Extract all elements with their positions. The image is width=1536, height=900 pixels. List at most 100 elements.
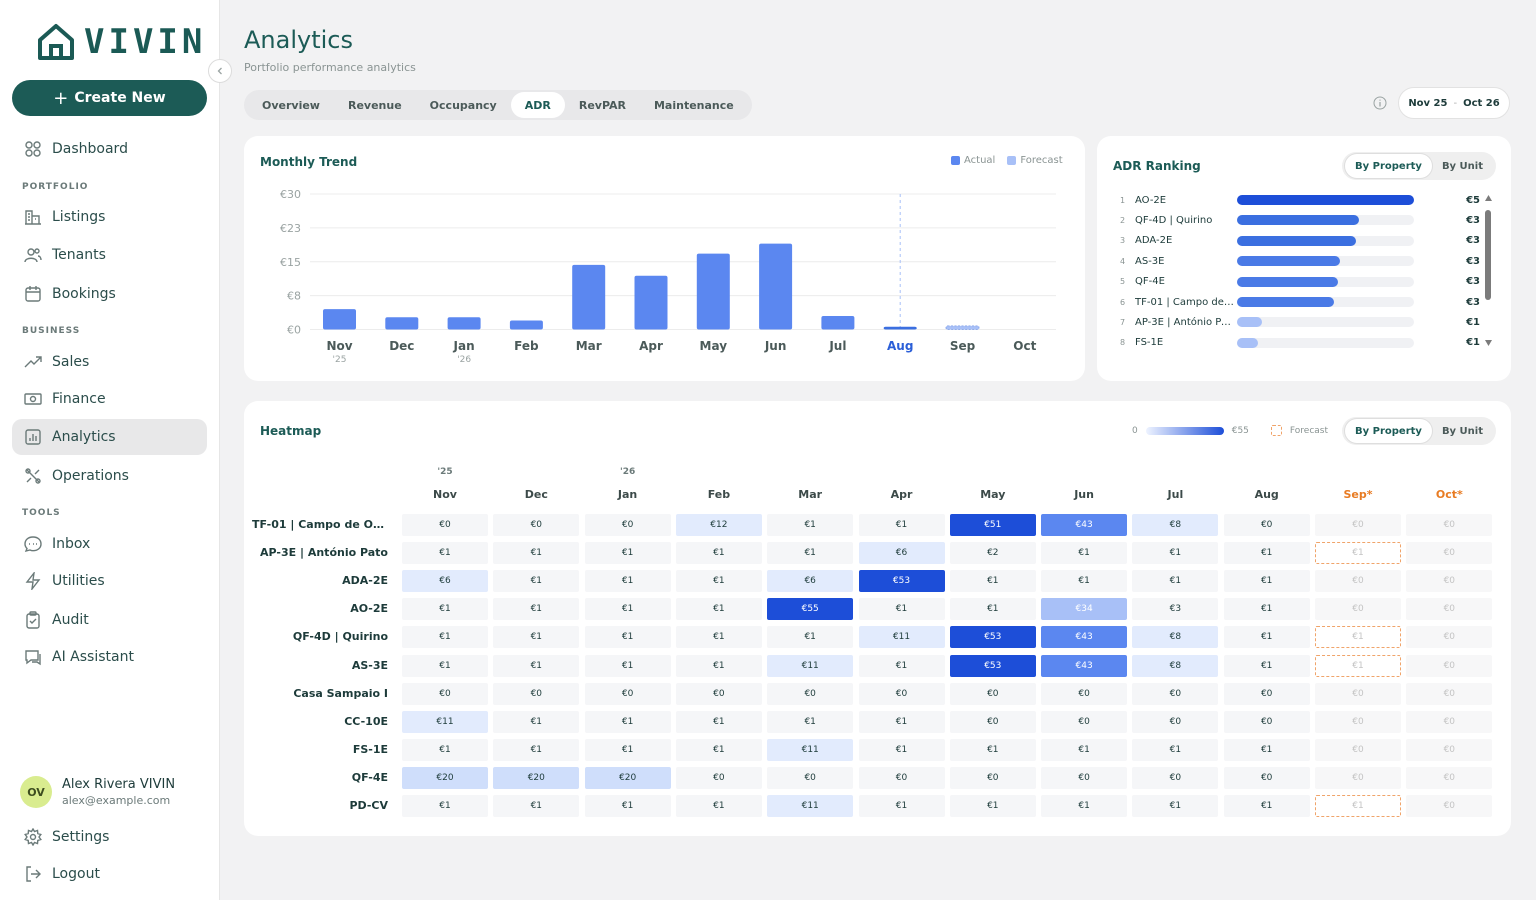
ranking-scrollbar[interactable] bbox=[1485, 210, 1491, 300]
heatmap-cell[interactable]: €0 bbox=[767, 766, 854, 789]
heatmap-cell[interactable]: €8 bbox=[1132, 654, 1219, 677]
heatmap-by-unit-button[interactable]: By Unit bbox=[1441, 425, 1484, 437]
heatmap-cell[interactable]: €1 bbox=[584, 710, 671, 733]
heatmap-cell[interactable]: €6 bbox=[858, 542, 945, 565]
sidebar-item-finance[interactable]: Finance bbox=[12, 381, 207, 417]
logo[interactable]: VIVIN bbox=[36, 22, 206, 62]
heatmap-cell[interactable]: €0 bbox=[1041, 682, 1128, 705]
heatmap-cell[interactable]: €11 bbox=[858, 626, 945, 649]
heatmap-cell[interactable]: €0 bbox=[1406, 795, 1493, 817]
heatmap-cell[interactable]: €1 bbox=[493, 654, 580, 677]
heatmap-cell[interactable]: €1 bbox=[675, 542, 762, 565]
heatmap-cell[interactable]: €0 bbox=[1315, 710, 1401, 733]
heatmap-cell[interactable]: €0 bbox=[1406, 570, 1493, 593]
heatmap-cell[interactable]: €11 bbox=[767, 654, 854, 677]
heatmap-cell[interactable]: €0 bbox=[1406, 710, 1493, 733]
sidebar-item-operations[interactable]: Operations bbox=[12, 458, 207, 494]
heatmap-cell[interactable]: €1 bbox=[949, 738, 1036, 761]
heatmap-cell[interactable]: €1 bbox=[493, 710, 580, 733]
heatmap-cell[interactable]: €1 bbox=[1132, 795, 1219, 817]
heatmap-cell[interactable]: €1 bbox=[584, 738, 671, 761]
heatmap-cell[interactable]: €1 bbox=[584, 542, 671, 565]
heatmap-cell[interactable]: €1 bbox=[767, 542, 854, 565]
tab-adr[interactable]: ADR bbox=[510, 92, 565, 118]
heatmap-cell[interactable]: €43 bbox=[1041, 626, 1128, 649]
heatmap-cell[interactable]: €6 bbox=[767, 570, 854, 593]
heatmap-by-property-button[interactable]: By Property bbox=[1345, 419, 1432, 443]
heatmap-cell[interactable]: €11 bbox=[767, 738, 854, 761]
heatmap-cell[interactable]: €0 bbox=[1132, 710, 1219, 733]
sidebar-item-listings[interactable]: Listings bbox=[12, 199, 207, 235]
scroll-down-icon[interactable] bbox=[1484, 339, 1493, 347]
ranking-row[interactable]: 3 ADA-2E €3 bbox=[1120, 231, 1480, 251]
heatmap-cell[interactable]: €1 bbox=[1315, 654, 1401, 677]
heatmap-cell[interactable]: €1 bbox=[949, 598, 1036, 621]
heatmap-cell[interactable]: €0 bbox=[1406, 542, 1493, 565]
sidebar-item-bookings[interactable]: Bookings bbox=[12, 276, 207, 312]
heatmap-cell[interactable]: €1 bbox=[493, 570, 580, 593]
create-new-button[interactable]: + Create New bbox=[12, 80, 207, 116]
heatmap-cell[interactable]: €1 bbox=[1041, 542, 1128, 565]
heatmap-cell[interactable]: €1 bbox=[767, 514, 854, 536]
tab-revenue[interactable]: Revenue bbox=[347, 98, 402, 112]
heatmap-cell[interactable]: €1 bbox=[858, 598, 945, 621]
heatmap-cell[interactable]: €0 bbox=[493, 514, 580, 536]
heatmap-cell[interactable]: €6 bbox=[402, 570, 488, 593]
heatmap-cell[interactable]: €20 bbox=[493, 766, 580, 789]
sidebar-item-audit[interactable]: Audit bbox=[12, 602, 207, 638]
heatmap-cell[interactable]: €8 bbox=[1132, 514, 1219, 536]
heatmap-cell[interactable]: €1 bbox=[402, 542, 488, 565]
heatmap-cell[interactable]: €0 bbox=[1315, 682, 1401, 705]
heatmap-cell[interactable]: €53 bbox=[949, 626, 1036, 649]
ranking-row[interactable]: 2 QF-4D | Quirino €3 bbox=[1120, 210, 1480, 230]
heatmap-cell[interactable]: €11 bbox=[767, 795, 854, 817]
heatmap-cell[interactable]: €0 bbox=[584, 514, 671, 536]
heatmap-cell[interactable]: €1 bbox=[1132, 542, 1219, 565]
heatmap-cell[interactable]: €1 bbox=[1223, 738, 1310, 761]
ranking-row[interactable]: 7 AP-3E | António Pato €1 bbox=[1120, 312, 1480, 332]
heatmap-cell[interactable]: €0 bbox=[1223, 710, 1310, 733]
ranking-row[interactable]: 1 AO-2E €5 bbox=[1120, 190, 1480, 210]
heatmap-cell[interactable]: €1 bbox=[858, 654, 945, 677]
heatmap-cell[interactable]: €0 bbox=[675, 766, 762, 789]
heatmap-cell[interactable]: €1 bbox=[584, 795, 671, 817]
heatmap-cell[interactable]: €3 bbox=[1132, 598, 1219, 621]
heatmap-cell[interactable]: €1 bbox=[1223, 654, 1310, 677]
heatmap-cell[interactable]: €0 bbox=[1406, 766, 1493, 789]
heatmap-cell[interactable]: €1 bbox=[402, 654, 488, 677]
heatmap-cell[interactable]: €1 bbox=[493, 795, 580, 817]
sidebar-item-ai-assistant[interactable]: AI Assistant bbox=[12, 639, 207, 675]
heatmap-cell[interactable]: €0 bbox=[1315, 738, 1401, 761]
heatmap-cell[interactable]: €0 bbox=[1041, 766, 1128, 789]
heatmap-cell[interactable]: €0 bbox=[402, 682, 488, 705]
date-range-picker[interactable]: Nov 25 - Oct 26 bbox=[1398, 87, 1510, 119]
sidebar-item-analytics[interactable]: Analytics bbox=[12, 419, 207, 455]
heatmap-cell[interactable]: €12 bbox=[675, 514, 762, 536]
heatmap-cell[interactable]: €1 bbox=[402, 626, 488, 649]
heatmap-cell[interactable]: €1 bbox=[1223, 626, 1310, 649]
ranking-row[interactable]: 4 AS-3E €3 bbox=[1120, 251, 1480, 271]
sidebar-item-sales[interactable]: Sales bbox=[12, 344, 207, 380]
info-icon[interactable] bbox=[1373, 96, 1387, 110]
heatmap-cell[interactable]: €1 bbox=[767, 710, 854, 733]
heatmap-cell[interactable]: €1 bbox=[493, 598, 580, 621]
heatmap-cell[interactable]: €1 bbox=[675, 795, 762, 817]
tab-occupancy[interactable]: Occupancy bbox=[429, 98, 497, 112]
heatmap-cell[interactable]: €0 bbox=[858, 682, 945, 705]
heatmap-cell[interactable]: €1 bbox=[675, 598, 762, 621]
heatmap-cell[interactable]: €1 bbox=[1315, 626, 1401, 649]
heatmap-cell[interactable]: €0 bbox=[675, 682, 762, 705]
heatmap-cell[interactable]: €1 bbox=[493, 738, 580, 761]
heatmap-cell[interactable]: €1 bbox=[1223, 598, 1310, 621]
heatmap-cell[interactable]: €11 bbox=[402, 710, 488, 733]
heatmap-cell[interactable]: €0 bbox=[949, 766, 1036, 789]
heatmap-cell[interactable]: €1 bbox=[493, 542, 580, 565]
heatmap-cell[interactable]: €1 bbox=[584, 598, 671, 621]
heatmap-cell[interactable]: €53 bbox=[949, 654, 1036, 677]
heatmap-cell[interactable]: €1 bbox=[584, 570, 671, 593]
heatmap-cell[interactable]: €53 bbox=[858, 570, 945, 593]
heatmap-cell[interactable]: €1 bbox=[949, 570, 1036, 593]
heatmap-cell[interactable]: €1 bbox=[858, 710, 945, 733]
heatmap-cell[interactable]: €34 bbox=[1041, 598, 1128, 621]
heatmap-cell[interactable]: €43 bbox=[1041, 514, 1128, 536]
